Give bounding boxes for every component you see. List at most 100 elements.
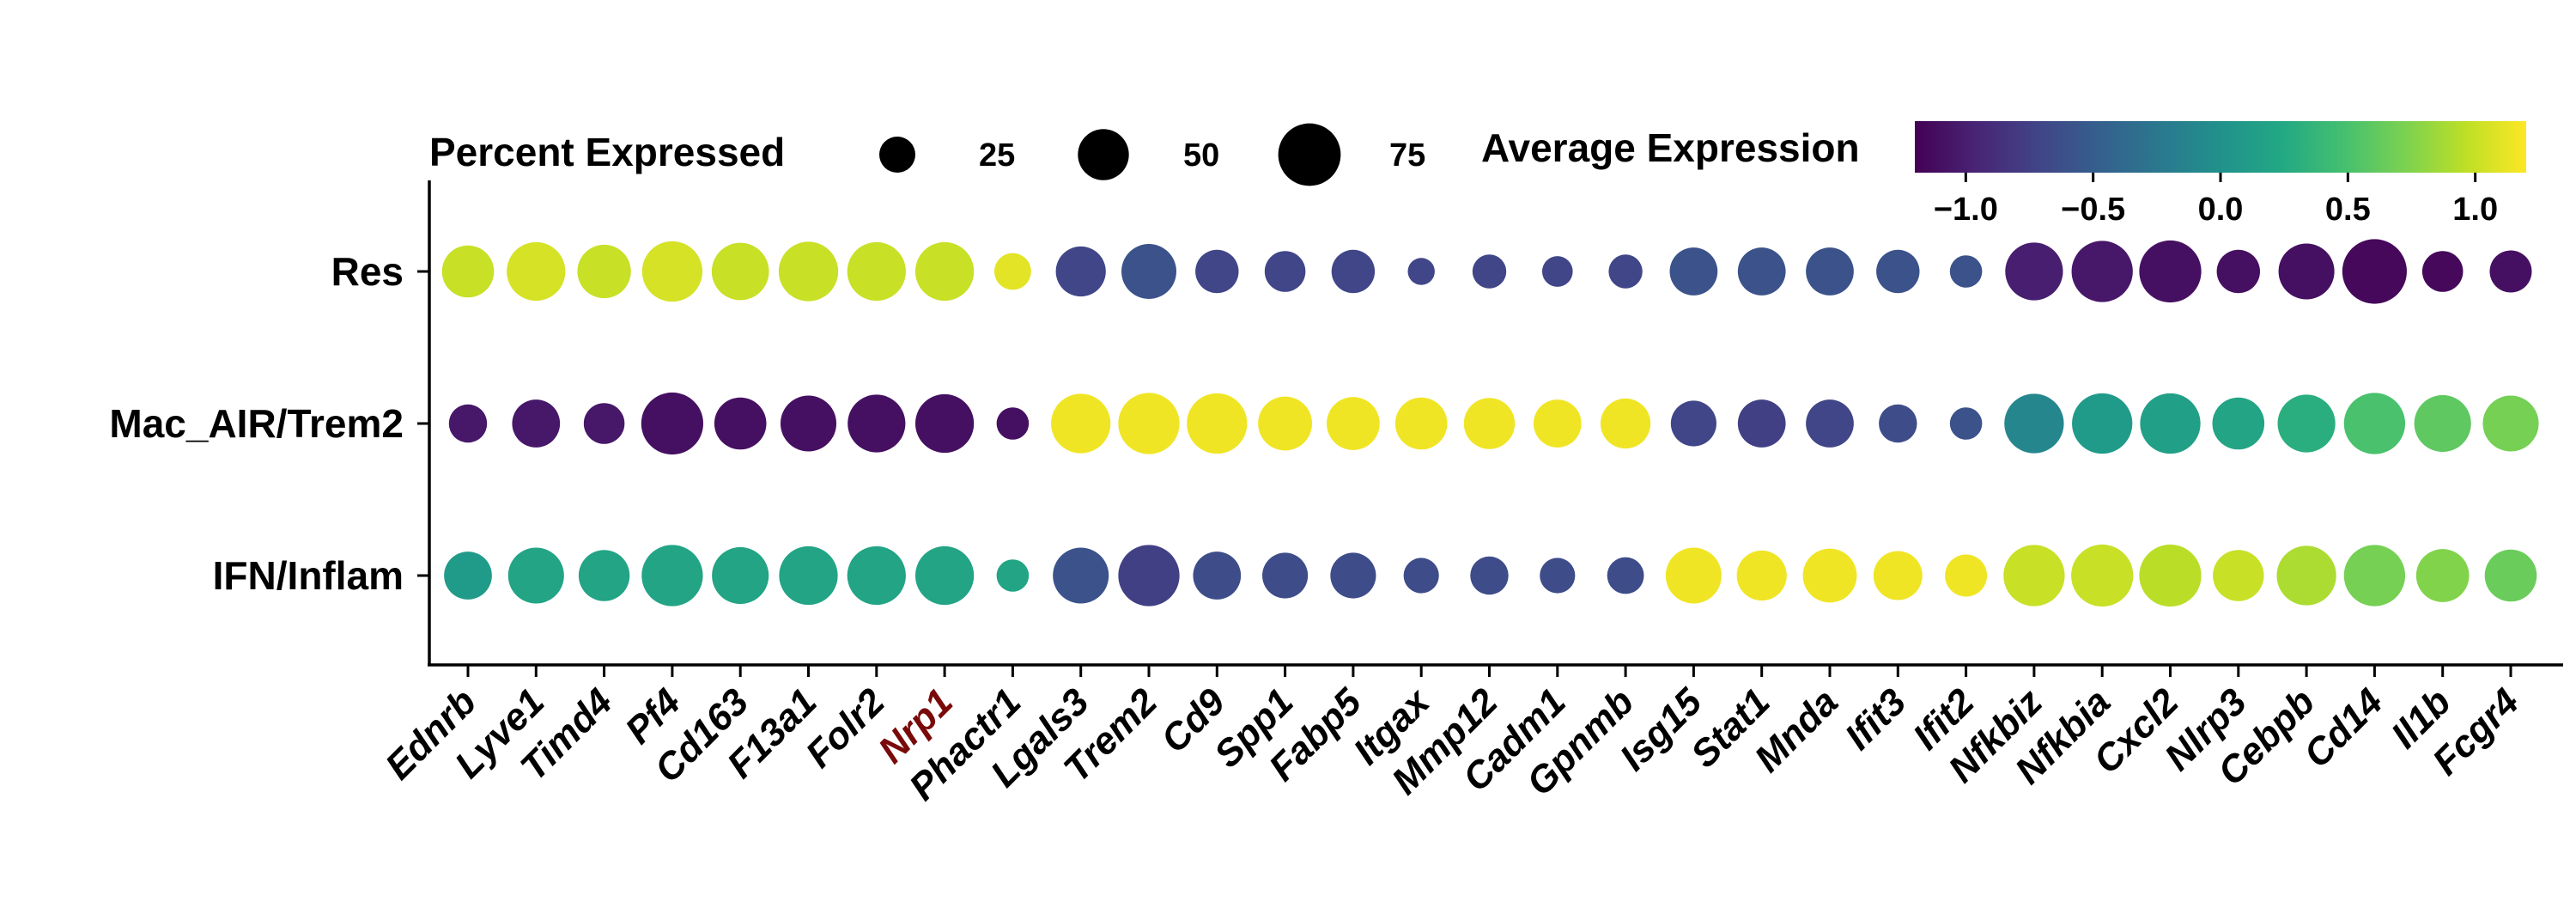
dot xyxy=(2414,394,2471,453)
dot xyxy=(1472,254,1507,289)
dot xyxy=(2140,393,2201,454)
dot xyxy=(1187,393,1248,454)
dot xyxy=(848,394,906,453)
y-tick-label: Mac_AIR/Trem2 xyxy=(109,401,404,446)
dot xyxy=(641,392,704,455)
dot xyxy=(778,241,839,302)
dot xyxy=(714,397,767,450)
dot xyxy=(1949,255,1983,288)
dot xyxy=(444,552,492,600)
dot xyxy=(1258,396,1313,451)
dot xyxy=(2072,393,2133,454)
dot xyxy=(1394,397,1448,450)
dot xyxy=(1665,547,1722,604)
dot xyxy=(1608,254,1643,289)
dot xyxy=(847,545,906,606)
colorbar-ticks: −1.0 −0.5 0.0 0.5 1.0 xyxy=(1934,173,2498,228)
dot xyxy=(914,241,975,302)
dot xyxy=(2277,394,2336,453)
dot xyxy=(712,546,769,605)
dot xyxy=(1601,398,1651,449)
dot xyxy=(1945,554,1988,597)
colorbar-tick-label: −0.5 xyxy=(2061,192,2125,228)
dot xyxy=(2276,545,2336,606)
y-axis-ticks: Res Mac_AIR/Trem2 IFN/Inflam xyxy=(109,249,429,598)
dot xyxy=(2071,544,2134,607)
dot xyxy=(1053,547,1109,604)
colorbar-tick-label: 0.5 xyxy=(2325,192,2371,228)
dot xyxy=(914,545,975,606)
dot xyxy=(641,545,703,606)
dot xyxy=(2139,544,2202,607)
dot xyxy=(2482,395,2539,452)
y-tick-label: Res xyxy=(331,249,404,294)
dot xyxy=(2139,240,2202,303)
dot xyxy=(1330,552,1376,599)
color-legend-title: Average Expression xyxy=(1481,125,1860,170)
dot xyxy=(2489,250,2532,293)
colorbar-tick-label: 1.0 xyxy=(2452,192,2498,228)
dot xyxy=(448,404,488,443)
dot xyxy=(1873,551,1923,600)
size-legend-dot xyxy=(1078,129,1129,180)
dot xyxy=(1262,552,1309,599)
dot xyxy=(1540,558,1576,594)
dot xyxy=(1195,249,1239,294)
dot xyxy=(2278,243,2335,300)
dot xyxy=(1118,545,1180,606)
dot xyxy=(1055,246,1106,297)
size-legend-title: Percent Expressed xyxy=(429,130,785,174)
y-tick-label: IFN/Inflam xyxy=(213,553,404,598)
dot xyxy=(2343,545,2406,606)
dot xyxy=(1876,249,1920,294)
dot xyxy=(2071,241,2133,302)
size-legend-items: 25 50 75 xyxy=(879,123,1425,186)
dot xyxy=(1670,400,1716,447)
dot xyxy=(1879,404,1917,443)
dot xyxy=(1802,548,1857,603)
dot xyxy=(583,403,625,444)
dot xyxy=(578,550,630,601)
dot xyxy=(914,393,975,454)
dot xyxy=(1533,399,1582,448)
dot xyxy=(507,547,564,604)
dot xyxy=(2216,249,2260,294)
dot xyxy=(507,241,566,302)
dot xyxy=(996,559,1030,592)
dot xyxy=(779,545,838,606)
dot xyxy=(2484,549,2537,602)
dot xyxy=(441,245,495,298)
dot-grid xyxy=(441,239,2539,607)
dot xyxy=(1051,393,1111,454)
dot xyxy=(1806,247,1854,296)
size-legend-label: 75 xyxy=(1389,137,1425,174)
x-axis-ticks: EdnrbLyve1Timd4Pf4Cd163F13a1Folr2Nrp1Pha… xyxy=(378,665,2527,808)
dot xyxy=(1737,247,1786,296)
colorbar-tick-label: −1.0 xyxy=(1934,192,1998,228)
dot xyxy=(1607,557,1644,594)
dot xyxy=(1327,397,1380,450)
x-tick-label: Folr2 xyxy=(798,680,893,776)
dot xyxy=(1403,558,1439,594)
dot xyxy=(1669,247,1718,296)
dot xyxy=(780,395,837,452)
dot xyxy=(641,241,703,302)
dot xyxy=(2213,550,2264,601)
size-legend-label: 25 xyxy=(979,137,1015,174)
color-legend: Average Expression −1.0 −0.5 0.0 0.5 1.0 xyxy=(1481,121,2526,228)
dot xyxy=(1949,407,1983,440)
dot xyxy=(1736,550,1787,601)
size-legend: Percent Expressed 25 50 75 xyxy=(429,123,1425,186)
dot xyxy=(1331,249,1376,294)
dot xyxy=(711,242,769,301)
dot xyxy=(996,407,1030,440)
size-legend-label: 50 xyxy=(1183,137,1219,174)
x-tick-label: Ifit3 xyxy=(1837,680,1914,758)
dot xyxy=(2343,393,2406,454)
dot xyxy=(1264,251,1306,292)
dot xyxy=(2421,251,2464,292)
dot xyxy=(2003,545,2065,606)
dot xyxy=(1463,398,1516,449)
dot xyxy=(1470,556,1509,595)
